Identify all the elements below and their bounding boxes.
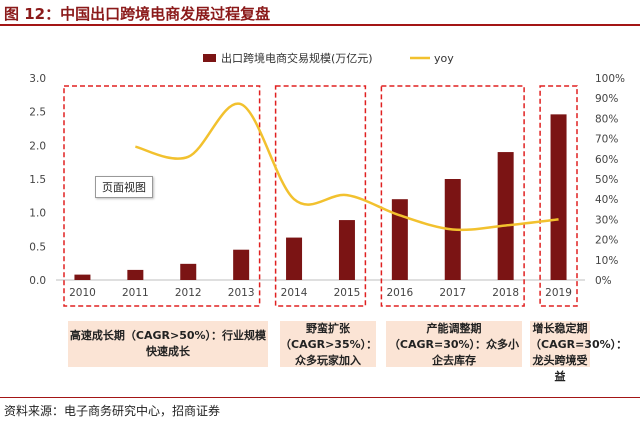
period-frame-1 [63, 85, 261, 307]
figure-title: 图 12：中国出口跨境电商发展过程复盘 [4, 5, 271, 23]
y2-tick-label: 30% [595, 214, 618, 226]
period-frame-4 [539, 85, 578, 307]
y2-tick-label: 10% [595, 255, 618, 267]
bar-2013 [233, 249, 250, 280]
y-tick-label: 3.0 [29, 73, 46, 85]
x-tick-label: 2012 [175, 287, 202, 299]
legend-swatch-bar [203, 54, 216, 62]
period-label-2: 野蛮扩张（CAGR>35%）：众多玩家加入 [280, 322, 378, 367]
period-box-3: 产能调整期（CAGR=30%）：众多小企去库存 [386, 321, 522, 367]
y-tick-label: 0.5 [29, 241, 46, 253]
legend-label-line: yoy [434, 52, 454, 65]
y2-tick-label: 100% [595, 73, 625, 85]
y-tick-label: 0.0 [29, 275, 46, 287]
period-label-4: 增长稳定期（CAGR=30%）：龙头跨境受益 [530, 322, 628, 383]
y2-tick-label: 70% [595, 134, 618, 146]
bar-2019 [550, 114, 567, 280]
tooltip: 页面视图 [95, 176, 153, 198]
x-tick-label: 2018 [492, 287, 519, 299]
bar-2016 [391, 199, 408, 280]
period-box-1: 高速成长期（CAGR>50%）：行业规模快速成长 [68, 321, 268, 367]
title-rule [0, 24, 640, 26]
footer-rule [0, 397, 640, 398]
period-label-1: 高速成长期（CAGR>50%）：行业规模快速成长 [69, 329, 267, 358]
y-tick-label: 1.0 [29, 208, 46, 220]
chart: 0.0 0.5 1.0 1.5 2.0 2.5 3.0 0% 10% 20% 30% 40% 50% 60… [29, 51, 625, 307]
bar-2012 [180, 263, 197, 280]
period-label-3: 产能调整期（CAGR=30%）：众多小企去库存 [388, 322, 520, 367]
x-tick-label: 2010 [69, 287, 96, 299]
x-tick-label: 2013 [228, 287, 255, 299]
x-tick-label: 2017 [439, 287, 466, 299]
period-frame-3 [380, 85, 525, 307]
y-tick-label: 2.5 [29, 107, 46, 119]
y2-tick-label: 0% [595, 275, 612, 287]
bar-2014 [286, 237, 303, 280]
y2-tick-label: 40% [595, 194, 618, 206]
y2-tick-label: 20% [595, 235, 618, 247]
x-tick-label: 2016 [386, 287, 413, 299]
y2-tick-label: 80% [595, 113, 618, 125]
bar-2010 [74, 274, 91, 280]
period-box-4: 增长稳定期（CAGR=30%）：龙头跨境受益 [530, 321, 627, 383]
x-tick-label: 2014 [281, 287, 308, 299]
x-tick-label: 2015 [334, 287, 361, 299]
y-tick-label: 2.0 [29, 140, 46, 152]
source-note: 资料来源：电子商务研究中心，招商证券 [4, 404, 221, 418]
bar-2018 [497, 152, 514, 280]
x-tick-label: 2019 [545, 287, 572, 299]
y-tick-label: 1.5 [29, 174, 46, 186]
x-tick-label: 2011 [122, 287, 149, 299]
figure-header: 图 12：中国出口跨境电商发展过程复盘 [0, 0, 640, 26]
y2-tick-label: 60% [595, 154, 618, 166]
bar-2015 [338, 220, 355, 280]
legend-label-bar: 出口跨境电商交易规模(万亿元) [221, 51, 373, 65]
bar-2011 [127, 269, 144, 280]
period-box-2: 野蛮扩张（CAGR>35%）：众多玩家加入 [280, 321, 378, 367]
y2-tick-label: 90% [595, 93, 618, 105]
period-frame-2 [274, 85, 367, 307]
y2-tick-label: 50% [595, 174, 618, 186]
yoy-line [135, 102, 559, 232]
